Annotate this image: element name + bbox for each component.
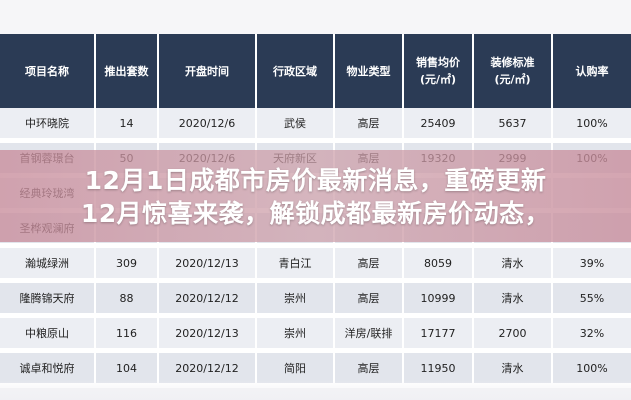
table-row: 隆腾锦天府 88 2020/12/12 崇州 高层 10999 清水 55% xyxy=(0,283,631,318)
table-header-row: 项目名称 推出套数 开盘时间 行政区域 物业类型 销售均价 (元/㎡) 装修标准… xyxy=(0,34,631,108)
cell-subscription-rate: 39% xyxy=(553,248,631,283)
header-decoration: 装修标准 (元/㎡) xyxy=(474,34,553,108)
cell-avg-price: 8059 xyxy=(404,248,474,283)
header-property-type: 物业类型 xyxy=(335,34,404,108)
header-avg-price: 销售均价 (元/㎡) xyxy=(404,34,474,108)
header-district: 行政区域 xyxy=(257,34,335,108)
cell-avg-price: 10999 xyxy=(404,283,474,318)
cell-district: 崇州 xyxy=(257,318,335,353)
cell-decoration: 清水 xyxy=(474,283,553,318)
cell-decoration: 2700 xyxy=(474,318,553,353)
cell-units: 309 xyxy=(96,248,159,283)
header-subscription-rate: 认购率 xyxy=(553,34,631,108)
cell-decoration: 清水 xyxy=(474,248,553,283)
banner-title-line-2: 12月惊喜来袭，解锁成都最新房价动态， xyxy=(80,199,551,228)
cell-property-type: 高层 xyxy=(335,283,404,318)
title-banner xyxy=(0,150,631,242)
cell-subscription-rate: 32% xyxy=(553,318,631,353)
banner-title-line-1: 12月1日成都市房价最新消息，重磅更新 xyxy=(84,166,547,195)
table-row: 瀚城绿洲 309 2020/12/13 青白江 高层 8059 清水 39% xyxy=(0,248,631,283)
cell-property-type: 高层 xyxy=(335,108,404,143)
bottom-fade xyxy=(0,380,631,400)
cell-units: 116 xyxy=(96,318,159,353)
cell-units: 88 xyxy=(96,283,159,318)
cell-project-name: 中粮原山 xyxy=(0,318,96,353)
cell-property-type: 洋房/联排 xyxy=(335,318,404,353)
cell-open-date: 2020/12/13 xyxy=(159,248,257,283)
cell-units: 14 xyxy=(96,108,159,143)
top-strip xyxy=(0,0,631,34)
cell-property-type: 高层 xyxy=(335,248,404,283)
cell-subscription-rate: 55% xyxy=(553,283,631,318)
cell-district: 武侯 xyxy=(257,108,335,143)
cell-decoration: 5637 xyxy=(474,108,553,143)
cell-avg-price: 17177 xyxy=(404,318,474,353)
cell-subscription-rate: 100% xyxy=(553,108,631,143)
cell-district: 青白江 xyxy=(257,248,335,283)
header-units: 推出套数 xyxy=(96,34,159,108)
cell-district: 崇州 xyxy=(257,283,335,318)
cell-open-date: 2020/12/6 xyxy=(159,108,257,143)
cell-project-name: 瀚城绿洲 xyxy=(0,248,96,283)
table-row: 中粮原山 116 2020/12/13 崇州 洋房/联排 17177 2700 32% xyxy=(0,318,631,353)
cell-project-name: 中环晓院 xyxy=(0,108,96,143)
cell-avg-price: 25409 xyxy=(404,108,474,143)
cell-open-date: 2020/12/13 xyxy=(159,318,257,353)
header-project-name: 项目名称 xyxy=(0,34,96,108)
table-row: 中环晓院 14 2020/12/6 武侯 高层 25409 5637 100% xyxy=(0,108,631,143)
cell-open-date: 2020/12/12 xyxy=(159,283,257,318)
header-open-date: 开盘时间 xyxy=(159,34,257,108)
cell-project-name: 隆腾锦天府 xyxy=(0,283,96,318)
